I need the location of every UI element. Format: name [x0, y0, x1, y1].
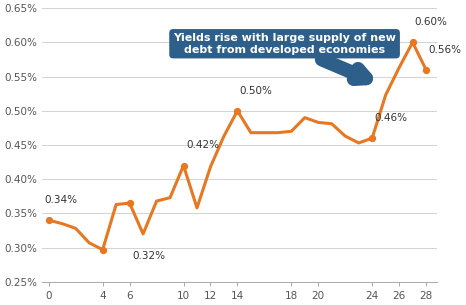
Text: 0.34%: 0.34%: [45, 195, 78, 205]
Point: [45, 218, 53, 223]
Point: [99, 247, 106, 252]
Text: 0.56%: 0.56%: [428, 45, 461, 55]
Point: [180, 163, 187, 168]
Text: 0.60%: 0.60%: [415, 17, 447, 27]
Text: Yields rise with large supply of new
debt from developed economies: Yields rise with large supply of new deb…: [173, 33, 396, 79]
Text: 0.32%: 0.32%: [132, 251, 165, 261]
Text: 0.50%: 0.50%: [240, 86, 272, 96]
Point: [409, 40, 416, 45]
Point: [369, 136, 376, 141]
Point: [422, 67, 430, 72]
Point: [126, 201, 133, 206]
Text: 0.42%: 0.42%: [186, 141, 219, 150]
Point: [233, 108, 241, 113]
Text: 0.46%: 0.46%: [374, 113, 407, 123]
